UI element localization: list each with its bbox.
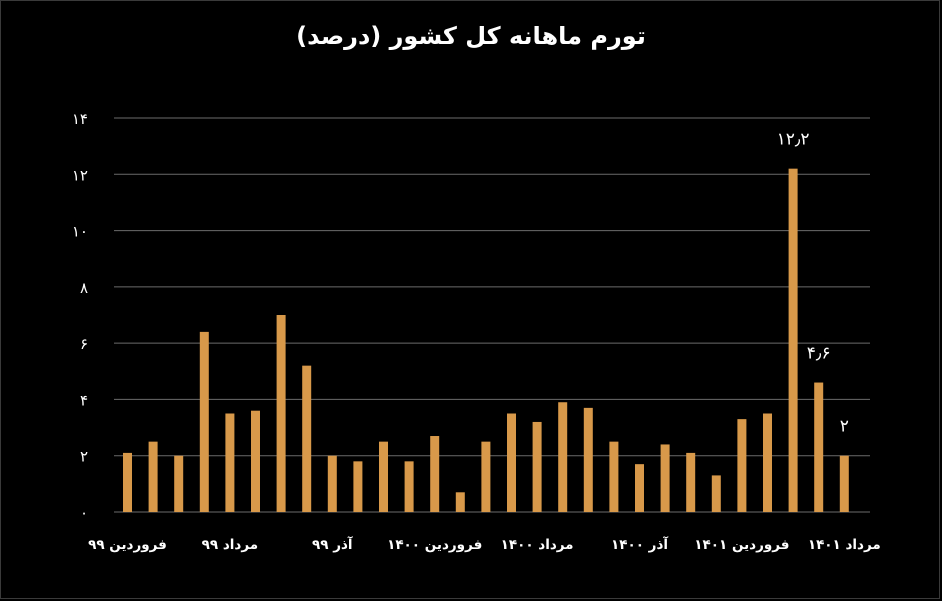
bar bbox=[583, 407, 593, 512]
bar bbox=[148, 441, 158, 512]
y-tick-label: ۱۴ bbox=[72, 110, 88, 128]
y-tick-label: ۱۲ bbox=[72, 166, 88, 184]
bar bbox=[123, 452, 132, 512]
data-label: ۱۲٫۲ bbox=[777, 130, 810, 150]
bar bbox=[174, 455, 184, 512]
y-tick-label: ۲ bbox=[80, 448, 88, 466]
bar bbox=[711, 475, 721, 512]
y-tick-label: ۶ bbox=[80, 335, 88, 353]
bar bbox=[353, 461, 363, 512]
x-tick-label: مرداد ۱۴۰۰ bbox=[501, 537, 574, 553]
bar bbox=[507, 413, 516, 512]
bar bbox=[302, 365, 312, 512]
bar bbox=[430, 436, 440, 512]
bar bbox=[737, 419, 747, 512]
bar bbox=[404, 461, 414, 512]
bar bbox=[788, 168, 798, 512]
x-tick-label: فروردین ۱۴۰۱ bbox=[694, 537, 789, 553]
bar bbox=[379, 441, 388, 512]
x-tick-label: آذر ۱۴۰۰ bbox=[611, 536, 668, 553]
y-tick-label: ۰ bbox=[80, 504, 88, 522]
bar bbox=[327, 455, 337, 512]
bar bbox=[251, 410, 260, 512]
bar bbox=[635, 464, 644, 512]
bar bbox=[609, 441, 619, 512]
y-tick-label: ۴ bbox=[80, 391, 88, 409]
bar bbox=[225, 413, 235, 512]
bar bbox=[558, 402, 568, 512]
y-tick-label: ۱۰ bbox=[72, 223, 88, 241]
chart-title: تورم ماهانه کل کشور (درصد) bbox=[296, 22, 646, 50]
bar bbox=[814, 382, 824, 512]
bar bbox=[481, 441, 491, 512]
data-label: ۲ bbox=[840, 417, 849, 437]
data-label: ۴٫۶ bbox=[807, 344, 831, 364]
bar bbox=[660, 444, 670, 512]
x-tick-label: فروردین ۹۹ bbox=[88, 537, 167, 553]
bar bbox=[686, 452, 696, 512]
bar bbox=[455, 492, 465, 512]
x-tick-label: فروردین ۱۴۰۰ bbox=[387, 537, 482, 553]
bar bbox=[276, 315, 286, 512]
bar bbox=[763, 413, 772, 512]
x-tick-label: مرداد ۱۴۰۱ bbox=[808, 537, 881, 553]
bar bbox=[532, 421, 542, 512]
x-tick-label: مرداد ۹۹ bbox=[202, 537, 258, 553]
y-tick-label: ۸ bbox=[80, 279, 88, 297]
bar bbox=[839, 455, 849, 512]
x-tick-label: آذر ۹۹ bbox=[312, 536, 353, 553]
bar bbox=[199, 331, 209, 512]
